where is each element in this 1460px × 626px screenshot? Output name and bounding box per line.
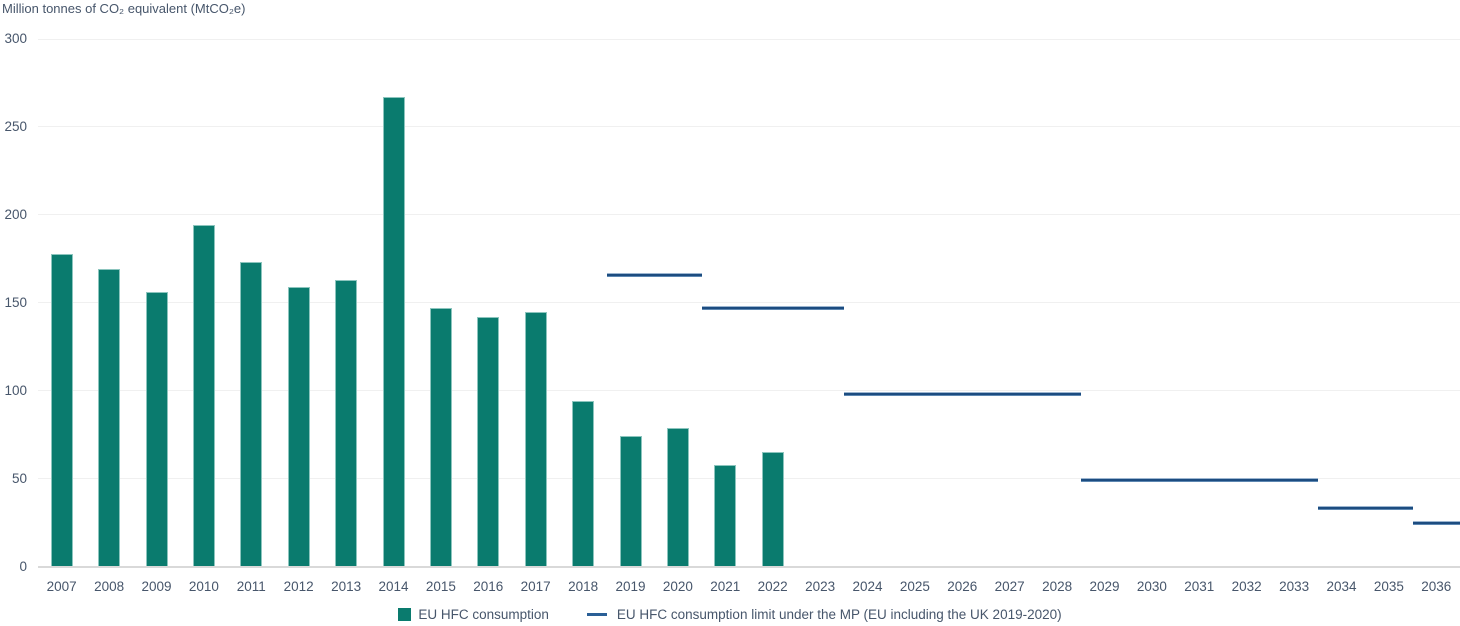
bar-2019[interactable] (619, 436, 642, 567)
x-tick-label-2028: 2028 (1042, 579, 1073, 594)
bar-swatch-icon (398, 608, 412, 621)
y-tick-label-50: 50 (11, 470, 27, 486)
bar-2013[interactable] (335, 279, 358, 567)
x-tick-label-2027: 2027 (994, 579, 1025, 594)
x-tick-label-2032: 2032 (1231, 579, 1262, 594)
limit-segment-2036-2036[interactable] (1412, 521, 1460, 526)
x-tick-label-2026: 2026 (947, 579, 978, 594)
bar-2010[interactable] (192, 225, 215, 567)
x-tick-label-2036: 2036 (1421, 579, 1452, 594)
legend-item-consumption[interactable]: EU HFC consumption (398, 607, 549, 622)
gridline-250 (38, 126, 1460, 128)
y-tick-label-200: 200 (4, 206, 27, 222)
y-tick-label-0: 0 (19, 558, 27, 574)
x-axis-baseline (38, 565, 1460, 568)
y-tick-label-100: 100 (4, 382, 27, 398)
bar-2007[interactable] (50, 253, 73, 567)
x-tick-label-2008: 2008 (94, 579, 125, 594)
x-tick-label-2017: 2017 (520, 579, 551, 594)
x-tick-label-2013: 2013 (331, 579, 362, 594)
bar-2009[interactable] (145, 292, 168, 567)
bar-2022[interactable] (761, 452, 784, 567)
gridline-200 (38, 214, 1460, 216)
chart-title: Million tonnes of CO₂ equivalent (MtCO₂e… (2, 1, 246, 16)
plot-area (38, 38, 1460, 568)
x-tick-label-2029: 2029 (1089, 579, 1120, 594)
legend: EU HFC consumption EU HFC consumption li… (0, 607, 1460, 622)
bar-2018[interactable] (572, 401, 595, 567)
bar-2017[interactable] (524, 311, 547, 567)
x-tick-label-2030: 2030 (1136, 579, 1167, 594)
x-tick-label-2018: 2018 (568, 579, 599, 594)
bar-2011[interactable] (240, 262, 263, 567)
legend-label-limit: EU HFC consumption limit under the MP (E… (616, 607, 1062, 622)
bar-2014[interactable] (382, 97, 405, 567)
limit-segment-2024-2028[interactable] (843, 392, 1081, 397)
line-swatch-icon (586, 613, 607, 616)
gridline-100 (38, 390, 1460, 392)
gridline-50 (38, 478, 1460, 480)
limit-segment-2034-2035[interactable] (1317, 506, 1413, 511)
x-tick-label-2016: 2016 (473, 579, 504, 594)
x-tick-label-2022: 2022 (757, 579, 788, 594)
x-tick-label-2009: 2009 (141, 579, 172, 594)
x-tick-label-2011: 2011 (236, 579, 266, 594)
limit-segment-2019-2020[interactable] (606, 272, 702, 277)
bar-2020[interactable] (666, 427, 689, 567)
x-tick-label-2035: 2035 (1373, 579, 1404, 594)
x-tick-label-2019: 2019 (615, 579, 646, 594)
x-tick-label-2015: 2015 (425, 579, 456, 594)
x-tick-label-2020: 2020 (662, 579, 693, 594)
y-tick-label-150: 150 (4, 294, 27, 310)
x-tick-label-2012: 2012 (283, 579, 314, 594)
limit-segment-2021-2023[interactable] (701, 306, 844, 311)
x-tick-label-2007: 2007 (46, 579, 77, 594)
x-tick-label-2021: 2021 (710, 579, 741, 594)
bar-2016[interactable] (477, 316, 500, 567)
x-tick-label-2034: 2034 (1326, 579, 1357, 594)
y-tick-label-250: 250 (4, 118, 27, 134)
x-tick-label-2033: 2033 (1279, 579, 1310, 594)
limit-segment-2029-2033[interactable] (1080, 478, 1318, 483)
gridline-150 (38, 302, 1460, 304)
x-tick-label-2025: 2025 (899, 579, 930, 594)
x-tick-label-2010: 2010 (188, 579, 219, 594)
bar-2021[interactable] (714, 464, 737, 567)
legend-label-consumption: EU HFC consumption (418, 607, 549, 622)
x-tick-label-2023: 2023 (805, 579, 836, 594)
bar-2015[interactable] (429, 308, 452, 567)
y-tick-label-300: 300 (4, 31, 27, 46)
x-tick-label-2014: 2014 (378, 579, 409, 594)
x-tick-label-2024: 2024 (852, 579, 883, 594)
legend-item-limit[interactable]: EU HFC consumption limit under the MP (E… (586, 607, 1062, 622)
bar-2012[interactable] (287, 286, 310, 567)
bar-2008[interactable] (98, 269, 121, 567)
gridline-300 (38, 38, 1460, 40)
x-tick-label-2031: 2031 (1184, 579, 1215, 594)
